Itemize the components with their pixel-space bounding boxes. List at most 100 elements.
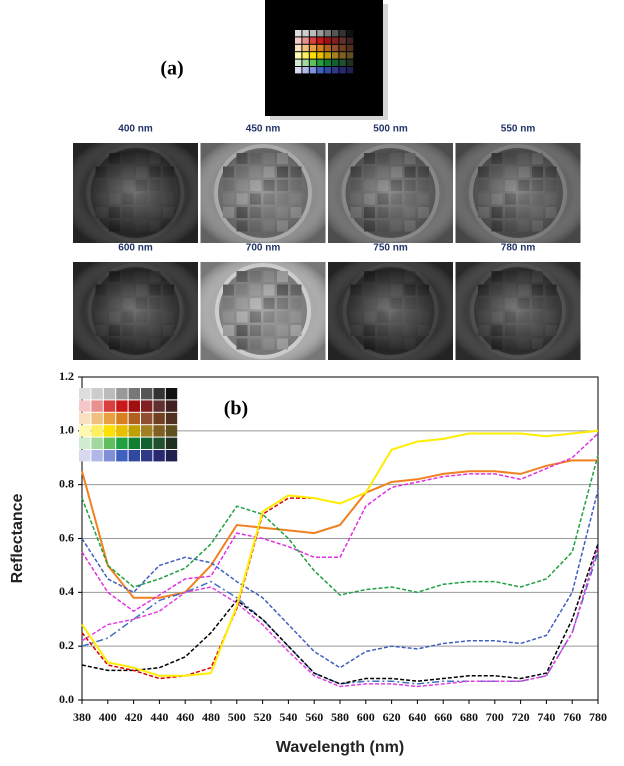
- series-line: [81, 430, 599, 680]
- color-patch: [116, 437, 128, 449]
- color-patch: [79, 412, 91, 425]
- color-patch: [346, 44, 354, 52]
- color-patch: [346, 30, 354, 37]
- color-patch: [332, 59, 339, 66]
- x-tick-label: 640: [408, 710, 426, 724]
- color-patch: [165, 412, 178, 425]
- series-line: [81, 432, 599, 613]
- color-patch: [317, 37, 324, 44]
- y-tick-label: 1.2: [59, 369, 74, 383]
- color-patch: [153, 388, 165, 400]
- color-patch: [165, 425, 178, 437]
- color-patch: [324, 59, 331, 66]
- x-tick-label: 780: [589, 710, 607, 724]
- x-tick-label: 480: [202, 710, 220, 724]
- color-patch: [103, 450, 116, 462]
- color-patch: [309, 52, 317, 59]
- color-patch: [91, 437, 103, 449]
- color-patch: [153, 450, 165, 462]
- y-tick-label: 0.0: [59, 692, 74, 706]
- color-patch: [295, 67, 302, 74]
- color-patch: [128, 412, 140, 425]
- color-patch: [165, 437, 178, 449]
- x-tick-label: 720: [512, 710, 530, 724]
- color-patch: [339, 59, 346, 66]
- y-axis-label: Reflectance: [9, 493, 26, 583]
- color-patch: [128, 437, 140, 449]
- color-patch: [103, 400, 116, 412]
- color-patch: [317, 30, 324, 37]
- series-line: [81, 489, 599, 669]
- color-patch: [79, 425, 91, 437]
- color-patch: [317, 44, 324, 52]
- color-patch: [346, 67, 354, 74]
- x-tick-label: 740: [537, 710, 555, 724]
- color-patch: [295, 59, 302, 66]
- color-patch: [302, 52, 309, 59]
- color-patch: [141, 425, 153, 437]
- color-patch: [309, 30, 317, 37]
- image-label: 500 nm: [373, 124, 408, 135]
- x-tick-label: 500: [228, 710, 246, 724]
- color-patch: [332, 37, 339, 44]
- color-patch: [302, 30, 309, 37]
- color-patch: [332, 30, 339, 37]
- image-label: 450 nm: [246, 124, 281, 135]
- color-patch: [153, 425, 165, 437]
- color-patch: [79, 388, 91, 400]
- color-patch: [309, 37, 317, 44]
- color-patch: [103, 425, 116, 437]
- color-patch: [346, 59, 354, 66]
- color-patch: [317, 52, 324, 59]
- image-label: 780 nm: [501, 243, 536, 254]
- color-patch: [91, 425, 103, 437]
- color-patch: [317, 67, 324, 74]
- color-patch: [116, 450, 128, 462]
- color-patch: [324, 30, 331, 37]
- color-patch: [317, 59, 324, 66]
- color-patch: [339, 67, 346, 74]
- color-patch: [165, 450, 178, 462]
- color-patch: [295, 52, 302, 59]
- color-patch: [116, 400, 128, 412]
- color-patch: [141, 400, 153, 412]
- image-label: 400 nm: [118, 124, 153, 135]
- image-label: 550 nm: [501, 124, 536, 135]
- color-patch: [141, 450, 153, 462]
- x-tick-label: 660: [434, 710, 452, 724]
- x-tick-label: 580: [331, 710, 349, 724]
- x-tick-label: 460: [176, 710, 194, 724]
- image-label: 700 nm: [246, 243, 281, 254]
- color-patch: [91, 400, 103, 412]
- color-patch: [79, 450, 91, 462]
- color-patch: [302, 59, 309, 66]
- color-patch: [309, 44, 317, 52]
- vignette: [455, 262, 581, 360]
- x-tick-label: 440: [150, 710, 168, 724]
- color-patch: [346, 37, 354, 44]
- x-tick-label: 620: [383, 710, 401, 724]
- series-line: [81, 454, 599, 596]
- color-patch: [339, 44, 346, 52]
- panel-label: (a): [160, 58, 183, 80]
- color-patch: [153, 400, 165, 412]
- color-patch: [116, 425, 128, 437]
- series-line: [81, 546, 599, 688]
- y-tick-label: 0.8: [59, 476, 74, 490]
- color-patch: [79, 400, 91, 412]
- x-tick-label: 380: [73, 710, 91, 724]
- color-patch: [309, 67, 317, 74]
- color-patch: [128, 388, 140, 400]
- color-patch: [141, 412, 153, 425]
- color-patch: [324, 44, 331, 52]
- series-line: [81, 551, 599, 685]
- vignette: [328, 262, 453, 360]
- color-patch: [141, 388, 153, 400]
- image-label: 600 nm: [118, 243, 153, 254]
- color-patch: [153, 412, 165, 425]
- color-patch: [116, 388, 128, 400]
- color-patch: [295, 44, 302, 52]
- vignette: [200, 143, 326, 243]
- color-patch: [324, 67, 331, 74]
